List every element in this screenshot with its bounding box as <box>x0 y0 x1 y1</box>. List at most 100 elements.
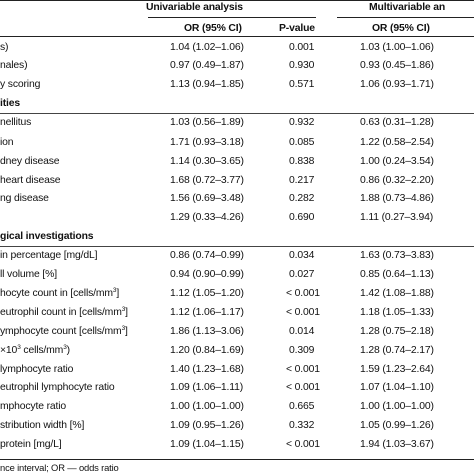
section-header: ities <box>0 98 20 110</box>
row-label-tail: ) <box>66 345 70 356</box>
pvalue-cell: < 0.001 <box>286 439 320 450</box>
univariable-or-cell: 1.56 (0.69–3.48) <box>170 193 244 204</box>
pvalue-cell: 0.665 <box>289 401 315 412</box>
pvalue-cell: 0.571 <box>289 79 315 90</box>
multivariable-or-cell: 1.28 (0.75–2.18) <box>360 326 434 337</box>
row-label: ×103 cells/mm3) <box>0 344 70 357</box>
multivariable-or-cell: 1.11 (0.27–3.94) <box>360 212 434 223</box>
univariable-or-cell: 0.94 (0.90–0.99) <box>170 269 244 280</box>
univariable-or-cell: 1.86 (1.13–3.06) <box>170 326 244 337</box>
pvalue-cell: < 0.001 <box>286 307 320 318</box>
multivariable-or-cell: 1.00 (1.00–1.00) <box>360 401 434 412</box>
univariable-or-cell: 0.86 (0.74–0.99) <box>170 250 244 261</box>
multivariable-or-cell: 0.93 (0.45–1.86) <box>360 60 434 71</box>
row-label-text: ymphocyte count [cells/mm <box>0 326 122 337</box>
univariable-or-cell: 1.68 (0.72–3.77) <box>170 175 244 186</box>
row-label: protein [mg/L] <box>0 439 62 451</box>
multivariable-or-cell: 1.94 (1.03–3.67) <box>360 439 434 450</box>
row-label-tail: cells/mm <box>20 345 64 356</box>
univariable-or-cell: 1.09 (0.95–1.26) <box>170 420 244 431</box>
row-label-text: dney disease <box>0 156 60 167</box>
row-label: in percentage [mg/dL] <box>0 250 98 262</box>
pvalue-cell: 0.014 <box>289 326 315 337</box>
footnote: nce interval; OR — odds ratio <box>0 462 119 473</box>
header-pvalue: P-value <box>279 23 315 34</box>
pvalue-cell: 0.932 <box>289 117 315 128</box>
row-label-text: ities <box>0 98 21 109</box>
row-label: dney disease <box>0 156 60 168</box>
multivariable-or-cell: 1.03 (1.00–1.06) <box>360 42 434 53</box>
superscript: 3 <box>63 344 67 351</box>
row-label-tail: ] <box>125 326 128 337</box>
row-label-text: nellitus <box>0 117 32 128</box>
row-label-text: gical investigations <box>0 231 94 242</box>
multivariable-or-cell: 1.06 (0.93–1.71) <box>360 79 434 90</box>
row-label-text: stribution width [%] <box>0 420 85 431</box>
row-label: eutrophil lymphocyte ratio <box>0 382 115 394</box>
pvalue-cell: 0.217 <box>289 175 315 186</box>
row-label: stribution width [%] <box>0 420 84 432</box>
row-label: s) <box>0 42 9 54</box>
multivariable-or-cell: 0.85 (0.64–1.13) <box>360 269 434 280</box>
row-label-text: eutrophil lymphocyte ratio <box>0 382 115 393</box>
row-label: y scoring <box>0 79 40 91</box>
superscript: 3 <box>17 344 21 351</box>
row-label-tail: ] <box>116 288 120 299</box>
superscript: 3 <box>112 287 117 294</box>
row-label-text: lymphocyte ratio <box>0 364 74 375</box>
row-label: heart disease <box>0 175 61 187</box>
pvalue-cell: 0.001 <box>289 42 315 53</box>
pvalue-cell: 0.282 <box>289 193 315 204</box>
row-label-text: hocyte count in [cells/mm <box>0 288 113 299</box>
row-label-text: ×10 <box>0 345 18 356</box>
univariable-or-cell: 1.03 (0.56–1.89) <box>170 117 244 128</box>
header-bottom-rule <box>0 36 474 37</box>
univariable-or-cell: 0.97 (0.49–1.87) <box>170 60 244 71</box>
multivariable-or-cell: 1.18 (1.05–1.33) <box>360 307 434 318</box>
row-label-text: mphocyte ratio <box>0 401 67 412</box>
superscript: 3 <box>121 325 126 332</box>
multivariable-or-cell: 1.05 (0.99–1.26) <box>360 420 434 431</box>
row-label-text: protein [mg/L] <box>0 439 62 450</box>
univariable-or-cell: 1.13 (0.94–1.85) <box>170 79 244 90</box>
row-label: lymphocyte ratio <box>0 364 73 376</box>
pvalue-cell: 0.838 <box>289 156 315 167</box>
row-label: mphocyte ratio <box>0 401 66 413</box>
multivariable-or-cell: 1.63 (0.73–3.83) <box>360 250 434 261</box>
univariable-or-cell: 1.14 (0.30–3.65) <box>170 156 244 167</box>
row-label: nellitus <box>0 117 31 129</box>
pvalue-cell: < 0.001 <box>286 382 320 393</box>
multivariable-or-cell: 0.63 (0.31–1.28) <box>360 117 434 128</box>
pvalue-cell: 0.309 <box>289 345 315 356</box>
header-or-ci: OR (95% CI) <box>184 23 242 34</box>
row-label: ion <box>0 137 14 149</box>
univariable-or-cell: 1.12 (1.06–1.17) <box>170 307 244 318</box>
univariable-underline <box>148 17 316 18</box>
univariable-or-cell: 1.29 (0.33–4.26) <box>170 212 244 223</box>
row-label-text: y scoring <box>0 79 41 90</box>
multivariable-or-cell: 1.22 (0.58–2.54) <box>360 137 434 148</box>
section-rule <box>0 246 474 247</box>
superscript: 3 <box>121 306 126 313</box>
row-label: eutrophil count in [cells/mm3] <box>0 306 128 319</box>
section-rule <box>0 113 474 114</box>
row-label-text: ng disease <box>0 193 49 204</box>
multivariable-or-cell: 0.86 (0.32–2.20) <box>360 175 434 186</box>
row-label: ymphocyte count [cells/mm3] <box>0 325 128 338</box>
row-label-text: in percentage [mg/dL] <box>0 250 98 261</box>
multivariable-or-cell: 1.28 (0.74–2.17) <box>360 345 434 356</box>
row-label-text: heart disease <box>0 175 61 186</box>
multivariable-underline <box>337 17 474 18</box>
row-label-text: s) <box>0 42 9 53</box>
pvalue-cell: 0.027 <box>289 269 315 280</box>
row-label: ll volume [%] <box>0 269 57 281</box>
univariable-or-cell: 1.12 (1.05–1.20) <box>170 288 244 299</box>
table-bottom-rule <box>0 459 474 460</box>
univariable-or-cell: 1.04 (1.02–1.06) <box>170 42 244 53</box>
pvalue-cell: 0.034 <box>289 250 315 261</box>
pvalue-cell: 0.690 <box>289 212 315 223</box>
pvalue-cell: 0.930 <box>289 60 315 71</box>
header-univariable: Univariable analysis <box>146 2 243 13</box>
multivariable-or-cell: 1.59 (1.23–2.64) <box>360 364 434 375</box>
